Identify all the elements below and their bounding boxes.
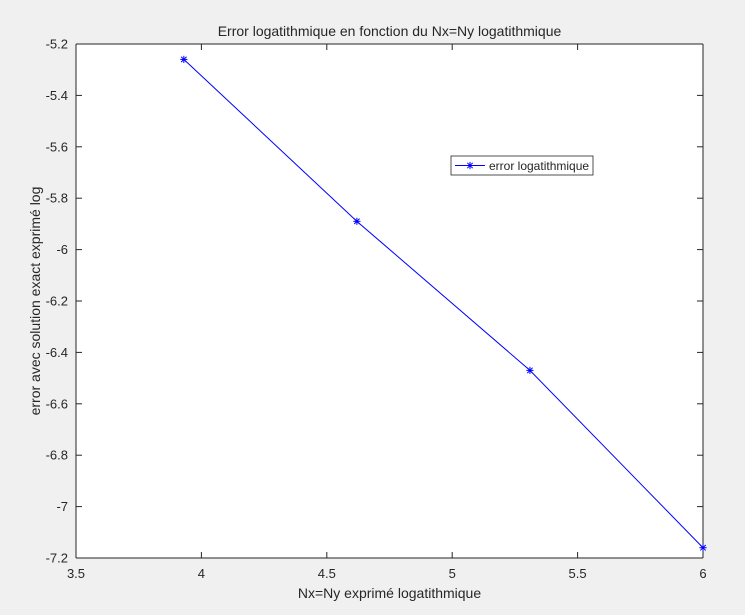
x-tick-label: 5.5 <box>569 566 587 581</box>
x-tick-label: 3.5 <box>67 566 85 581</box>
y-tick-label: -6.6 <box>46 396 68 411</box>
x-tick-label: 4.5 <box>318 566 336 581</box>
y-tick-label: -7 <box>56 499 68 514</box>
legend-box <box>450 155 594 176</box>
y-tick-label: -6.2 <box>46 294 68 309</box>
y-tick-label: -5.8 <box>46 191 68 206</box>
chart-title: Error logatithmique en fonction du Nx=Ny… <box>218 23 562 39</box>
data-point-marker <box>526 366 534 374</box>
series-line <box>183 59 704 549</box>
x-axis-label: Nx=Ny exprimé logatithmique <box>298 585 481 601</box>
y-tick-label: -6 <box>56 242 68 257</box>
y-tick-label: -6.8 <box>46 448 68 463</box>
x-tick-labels: 3.5 4 4.5 5 5.5 6 <box>67 566 707 581</box>
x-tick-label: 5 <box>449 566 456 581</box>
series-layer <box>180 55 707 552</box>
legend-marker-shape <box>466 161 474 170</box>
tick-marks <box>75 43 704 559</box>
plot-area <box>76 44 703 558</box>
y-axis-label: error avec solution exact exprimé log <box>27 187 43 416</box>
y-tick-labels: -5.2 -5.4 -5.6 -5.8 -6 -6.2 -6.4 -6.6 -6.8 -7 -7.2 <box>46 37 68 566</box>
y-tick-label: -5.4 <box>46 88 68 103</box>
y-tick-label: -6.4 <box>46 345 68 360</box>
y-tick-label: -5.6 <box>46 139 68 154</box>
x-tick-label: 4 <box>198 566 205 581</box>
data-point-marker <box>180 55 188 64</box>
legend-marker-asterisk <box>466 161 474 170</box>
y-tick-label: -5.2 <box>46 37 68 52</box>
x-tick-label: 6 <box>699 566 706 581</box>
data-point-marker <box>353 217 361 225</box>
data-point-marker <box>699 544 707 552</box>
y-tick-label: -7.2 <box>46 551 68 566</box>
legend-entry-label: error logatithmique <box>489 159 589 173</box>
legend[interactable]: error logatithmique <box>450 155 594 176</box>
